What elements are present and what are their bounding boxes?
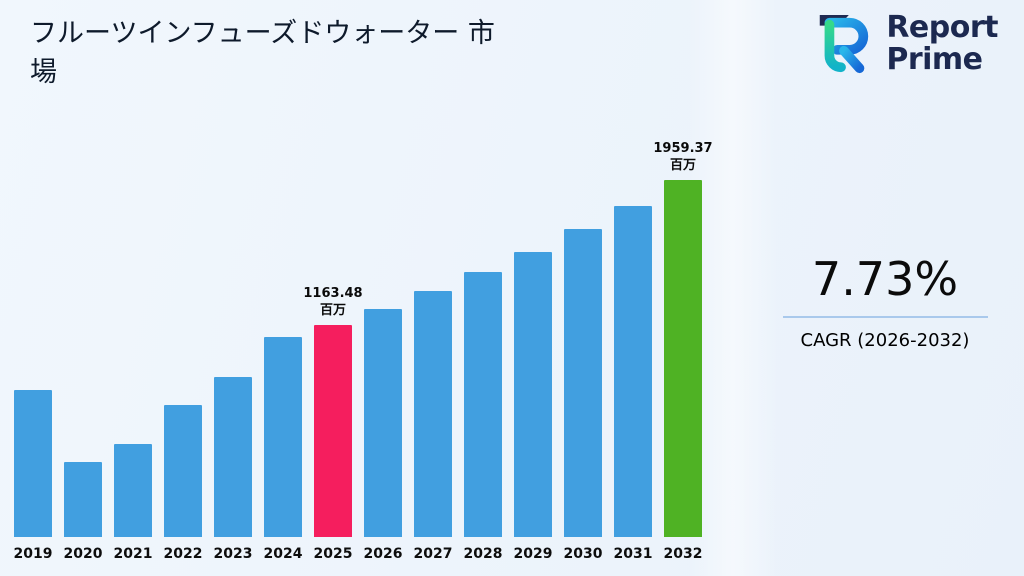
bar-column-2026: 2026 <box>363 308 403 562</box>
bar-column-2024: 2024 <box>264 337 302 562</box>
x-axis-label-2032: 2032 <box>663 546 703 562</box>
bar-column-2031: 2031 <box>613 205 653 562</box>
x-axis-label-2019: 2019 <box>13 546 53 562</box>
x-axis-label-2031: 2031 <box>613 546 653 562</box>
bar-column-2022: 2022 <box>164 405 202 562</box>
cagr-stat-block: 7.73% CAGR (2026-2032) <box>760 252 1010 351</box>
x-axis-label-2029: 2029 <box>513 546 553 562</box>
stat-divider <box>782 316 988 318</box>
bar-2031 <box>614 205 652 537</box>
bar-2020 <box>64 462 102 537</box>
x-axis-label-2020: 2020 <box>63 546 103 562</box>
page-title: フルーツインフューズドウォーター 市場 <box>30 18 495 89</box>
reportprime-logo-text: Report Prime <box>886 12 998 75</box>
x-axis-label-2023: 2023 <box>213 546 253 562</box>
bar-column-2023: 2023 <box>214 377 252 562</box>
bar-2022 <box>164 405 202 537</box>
bar-column-2028: 2028 <box>464 272 502 562</box>
x-axis-label-2028: 2028 <box>463 546 503 562</box>
bar-2023 <box>214 377 252 537</box>
x-axis-label-2021: 2021 <box>113 546 153 562</box>
bar-value-label-2025: 1163.48 百万 <box>303 286 363 319</box>
bar-column-2025: 1163.48 百万 2025 <box>303 286 362 562</box>
bar-column-2021: 2021 <box>113 443 153 562</box>
x-axis-label-2022: 2022 <box>163 546 203 562</box>
bar-column-2032: 1959.37 百万 2032 <box>653 141 712 562</box>
cagr-label: CAGR (2026-2032) <box>800 330 970 351</box>
bar-2030 <box>564 229 602 537</box>
bar-2028 <box>464 272 502 537</box>
cagr-value: 7.73% <box>811 252 959 306</box>
x-axis-label-2027: 2027 <box>413 546 453 562</box>
bar-2026 <box>364 308 402 537</box>
bar-2027 <box>414 291 452 537</box>
bar-2024 <box>264 337 302 537</box>
logo-text-line2: Prime <box>886 41 983 77</box>
logo-text-line1: Report <box>886 10 998 45</box>
bar-2032 <box>664 180 702 537</box>
bar-2019 <box>14 390 52 537</box>
x-axis-label-2026: 2026 <box>363 546 403 562</box>
bar-column-2030: 2030 <box>564 229 602 562</box>
bar-chart: 2019 2020 2021 2022 2023 2024 1163.48 百万 2025 202… <box>14 141 713 562</box>
bar-2021 <box>114 443 152 537</box>
bar-column-2020: 2020 <box>64 462 102 562</box>
bar-2025 <box>314 325 352 537</box>
x-axis-label-2024: 2024 <box>263 546 303 562</box>
reportprime-logo-icon <box>820 14 869 73</box>
x-axis-label-2030: 2030 <box>563 546 603 562</box>
bar-column-2019: 2019 <box>14 390 52 562</box>
reportprime-logo: Report Prime <box>810 12 998 75</box>
bar-column-2027: 2027 <box>414 291 452 562</box>
x-axis-label-2025: 2025 <box>313 546 353 562</box>
bar-value-label-2032: 1959.37 百万 <box>653 141 713 174</box>
bar-2029 <box>514 251 552 537</box>
bar-column-2029: 2029 <box>513 251 553 562</box>
